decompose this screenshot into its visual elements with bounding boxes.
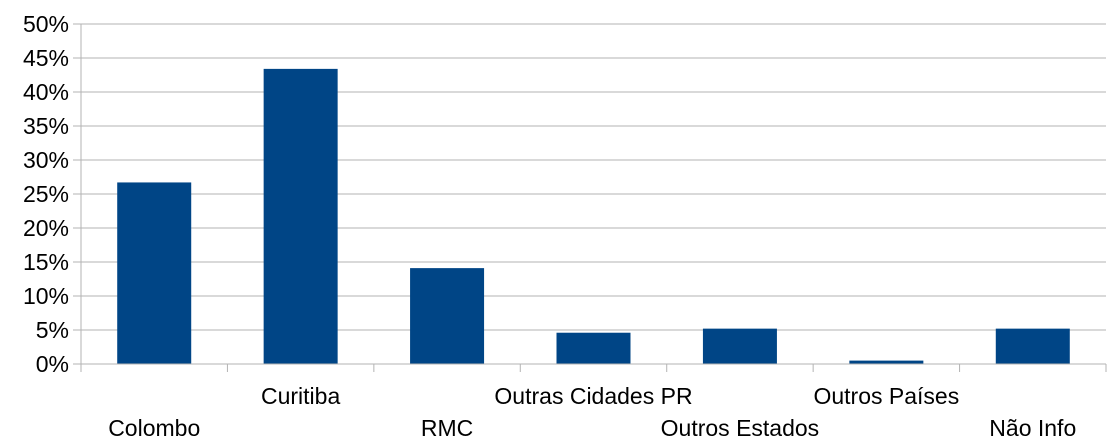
x-tick-label: Não Info	[989, 415, 1076, 437]
y-tick-label: 50%	[23, 11, 69, 37]
y-tick-label: 5%	[36, 317, 69, 343]
y-tick-label: 10%	[23, 283, 69, 309]
y-tick-label: 45%	[23, 45, 69, 71]
x-tick-label: Outros Países	[813, 383, 959, 409]
bar-rmc	[410, 268, 485, 364]
y-tick-label: 0%	[36, 351, 69, 377]
y-tick-label: 20%	[23, 215, 69, 241]
y-tick-labels: 0% 5% 10% 15% 20% 25% 30% 35% 40% 45% 50%	[23, 11, 69, 377]
y-tick-label: 30%	[23, 147, 69, 173]
bar-colombo	[117, 182, 192, 364]
axes	[80, 24, 1107, 372]
x-tick-label: Outros Estados	[661, 415, 820, 437]
x-tick-label: RMC	[421, 415, 473, 437]
bar-outros-estados	[702, 328, 777, 364]
bar-curitiba	[263, 68, 338, 364]
bar-outros-pa-ses	[849, 360, 924, 364]
y-tick-label: 35%	[23, 113, 69, 139]
bars	[117, 68, 1070, 364]
y-tick-label: 25%	[23, 181, 69, 207]
y-tick-label: 15%	[23, 249, 69, 275]
x-tick-label: Curitiba	[261, 383, 340, 409]
x-tick-labels: Colombo Curitiba RMC Outras Cidades PR Outro…	[108, 383, 1076, 441]
y-tick-label: 40%	[23, 79, 69, 105]
x-tick-label: Colombo	[108, 415, 200, 437]
bar-outras-cidades-pr	[556, 332, 631, 364]
gridlines	[73, 23, 1106, 365]
bar-n-o-info	[995, 328, 1070, 364]
x-tick-label: Outras Cidades PR	[494, 383, 692, 409]
